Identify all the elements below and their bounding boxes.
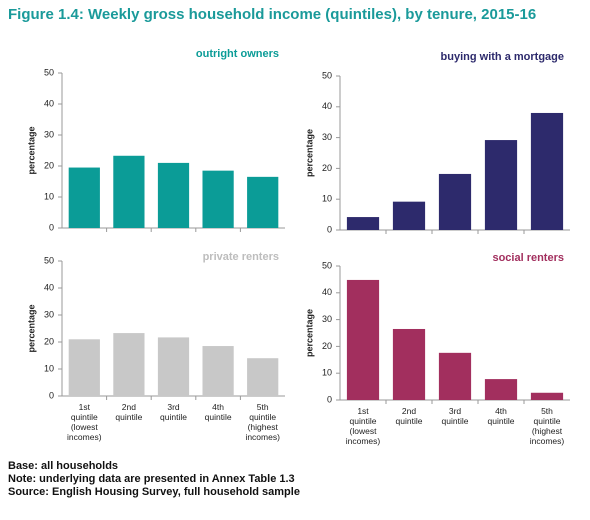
y-tick-label: 0 [327, 224, 332, 234]
y-axis-label: percentage [26, 126, 36, 174]
x-tick-label: 4th quintile [487, 406, 515, 426]
y-tick-label: 30 [322, 314, 332, 324]
bar [438, 173, 472, 230]
y-tick-label: 10 [44, 191, 54, 201]
y-tick-label: 20 [322, 163, 332, 173]
y-tick-label: 0 [327, 394, 332, 404]
y-axis-label: percentage [26, 304, 36, 352]
note: Note: underlying data are presented in A… [8, 473, 295, 485]
note: Source: English Housing Survey, full hou… [8, 486, 300, 498]
y-tick-label: 30 [322, 132, 332, 142]
bar [484, 140, 518, 230]
x-tick-label: 1st quintile (lowest incomes) [67, 402, 102, 442]
x-tick-label: 1st quintile (lowest incomes) [345, 406, 381, 446]
bar [484, 379, 518, 400]
bar [438, 352, 472, 400]
x-tick-label: 5th quintile (highest incomes) [245, 402, 280, 442]
y-tick-label: 50 [44, 67, 54, 77]
bar [392, 201, 426, 230]
y-tick-label: 40 [44, 98, 54, 108]
y-tick-label: 30 [44, 129, 54, 139]
x-tick-label: 3rd quintile [441, 406, 469, 426]
y-tick-label: 30 [44, 309, 54, 319]
y-tick-label: 10 [44, 363, 54, 373]
y-tick-label: 20 [44, 160, 54, 170]
bar [530, 112, 564, 230]
y-tick-label: 40 [322, 101, 332, 111]
y-tick-label: 40 [322, 287, 332, 297]
y-tick-label: 20 [44, 336, 54, 346]
note: Base: all households [8, 460, 119, 472]
bar [202, 346, 234, 396]
y-axis-label: percentage [304, 309, 314, 357]
bar [113, 155, 145, 228]
bar [113, 333, 145, 396]
bar [392, 328, 426, 400]
figure-title: Figure 1.4: Weekly gross household incom… [8, 6, 536, 23]
bar [68, 339, 100, 396]
y-axis-label: percentage [304, 129, 314, 177]
y-tick-label: 40 [44, 282, 54, 292]
x-tick-label: 4th quintile [204, 402, 232, 422]
bar [68, 167, 100, 228]
y-tick-label: 10 [322, 368, 332, 378]
panel-title: social renters [492, 252, 564, 264]
bar [346, 279, 380, 400]
panel-title: private renters [203, 251, 279, 263]
bar [346, 217, 380, 230]
bar [530, 392, 564, 400]
bar [247, 358, 279, 396]
y-tick-label: 10 [322, 194, 332, 204]
y-tick-label: 20 [322, 341, 332, 351]
y-tick-label: 0 [49, 390, 54, 400]
x-tick-label: 5th quintile (highest incomes) [529, 406, 565, 446]
panel-title: buying with a mortgage [441, 51, 564, 63]
y-tick-label: 50 [44, 255, 54, 265]
x-tick-label: 2nd quintile [115, 402, 143, 422]
y-tick-label: 50 [322, 260, 332, 270]
y-tick-label: 0 [49, 222, 54, 232]
bar [202, 170, 234, 228]
bar [157, 337, 190, 396]
bar [247, 176, 279, 228]
y-tick-label: 50 [322, 70, 332, 80]
bar [157, 162, 190, 228]
panel-title: outright owners [196, 48, 279, 60]
x-tick-label: 3rd quintile [160, 402, 187, 422]
x-tick-label: 2nd quintile [395, 406, 423, 426]
